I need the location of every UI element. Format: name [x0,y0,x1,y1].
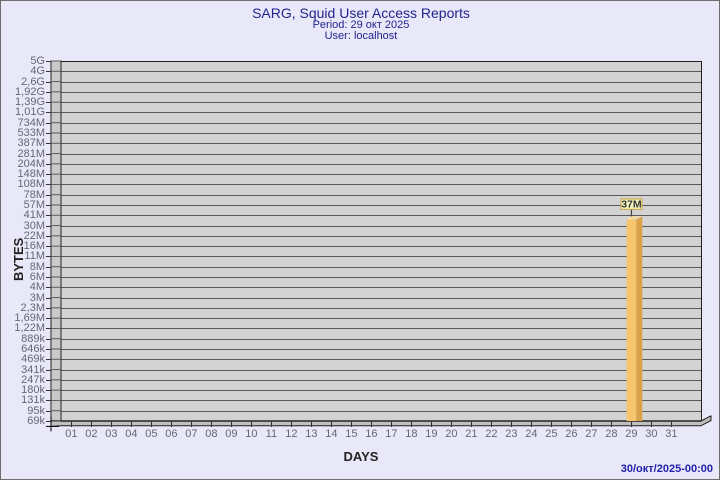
svg-text:37M: 37M [621,198,642,210]
